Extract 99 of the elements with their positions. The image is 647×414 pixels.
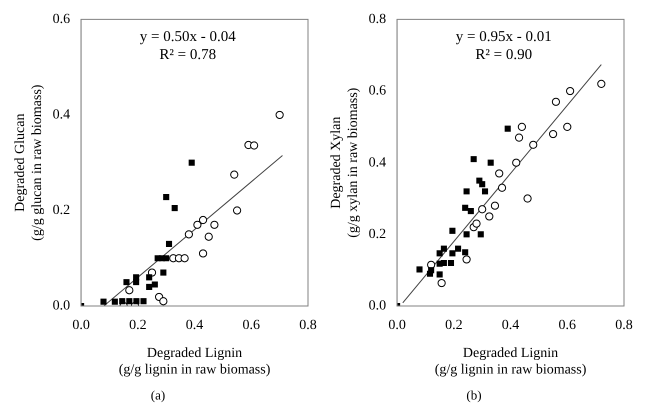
point	[495, 169, 504, 178]
y-tick-label: 0.2	[52, 203, 70, 218]
annotation: R² = 0.78	[159, 46, 216, 63]
x-tick-label: 0.8	[615, 318, 633, 334]
point	[119, 298, 126, 304]
point	[472, 220, 481, 228]
point	[462, 255, 471, 264]
point	[193, 220, 202, 229]
point	[449, 228, 456, 234]
x-tick-label: 0.6	[558, 318, 576, 334]
y-tick-label: 0.6	[368, 84, 386, 99]
point	[462, 249, 468, 256]
point	[462, 204, 468, 211]
point	[455, 246, 462, 252]
point	[523, 194, 532, 203]
y-tick-label: 0.0	[52, 298, 70, 314]
y-tick-label: 0.6	[52, 12, 70, 28]
point	[188, 160, 195, 166]
y-tick-label: 0.8	[368, 12, 386, 28]
point	[518, 122, 526, 131]
point	[436, 250, 443, 256]
y-tick-label: 0.4	[368, 155, 386, 170]
text: (a)	[150, 388, 166, 403]
point	[159, 297, 168, 306]
x-tick-label: 0.8	[299, 318, 317, 334]
point	[163, 255, 170, 262]
point	[485, 212, 494, 221]
point	[464, 188, 470, 194]
point	[468, 208, 474, 214]
point	[512, 158, 520, 167]
point	[230, 170, 238, 179]
annotation: y = 0.95x - 0.01	[456, 28, 552, 45]
y-tick-label: 0.4	[52, 108, 70, 123]
point	[148, 268, 156, 277]
point	[438, 278, 446, 288]
point	[597, 80, 606, 88]
x-tick-label: 0.0	[72, 318, 90, 334]
point	[448, 260, 454, 266]
point	[514, 134, 524, 142]
point	[125, 286, 134, 294]
y-tick-label: 0.2	[368, 227, 386, 242]
point	[133, 279, 140, 286]
x-tick-label: 0.4	[186, 318, 204, 334]
point	[184, 230, 193, 238]
point	[416, 266, 423, 273]
point	[198, 216, 208, 224]
point	[163, 194, 170, 200]
point	[488, 160, 494, 166]
point	[498, 184, 506, 192]
point	[478, 231, 484, 238]
point	[470, 156, 477, 162]
point	[172, 205, 178, 212]
x-axis-title: Degraded Lignin (g/g lignin in raw biomass)	[434, 346, 587, 378]
point	[566, 86, 574, 96]
point	[440, 246, 447, 252]
x-tick-label: 0.2	[445, 318, 463, 334]
point	[140, 298, 147, 304]
point	[146, 284, 152, 290]
point	[160, 270, 166, 276]
point	[210, 220, 219, 229]
point	[232, 206, 242, 215]
point	[276, 110, 284, 120]
point	[100, 298, 107, 305]
point	[152, 281, 158, 288]
point	[166, 240, 172, 247]
point	[479, 181, 486, 188]
y-axis-title: Degraded Glucan (g/g glucan in raw biomass)	[13, 84, 45, 241]
x-tick-label: 0.6	[242, 318, 260, 334]
point	[133, 298, 140, 304]
point	[436, 271, 443, 278]
text: (b)	[466, 388, 482, 403]
y-tick-label: 0.0	[368, 298, 386, 314]
point	[548, 130, 558, 138]
point	[123, 279, 130, 286]
point	[464, 231, 470, 238]
point	[198, 249, 208, 258]
point	[552, 98, 560, 106]
point	[504, 126, 511, 132]
point	[482, 188, 488, 194]
point	[490, 202, 500, 210]
point	[204, 232, 213, 241]
annotation: y = 0.50x - 0.04	[140, 28, 236, 45]
y-axis-title: Degraded Xylan (g/g xylan in raw biomass)	[329, 87, 361, 238]
x-tick-label: 0.2	[129, 318, 147, 334]
point	[449, 250, 456, 256]
point	[440, 260, 447, 266]
x-axis-title: Degraded Lignin (g/g lignin in raw biomass)	[118, 346, 271, 378]
point	[529, 140, 538, 149]
annotation: R² = 0.90	[475, 46, 532, 63]
point	[180, 254, 189, 262]
x-tick-label: 0.4	[502, 318, 520, 334]
point	[112, 298, 118, 305]
point	[563, 122, 572, 131]
point	[146, 274, 152, 280]
point	[428, 267, 434, 274]
point	[250, 141, 258, 150]
point	[126, 298, 132, 304]
x-tick-label: 0.0	[388, 318, 406, 334]
point	[478, 205, 486, 214]
